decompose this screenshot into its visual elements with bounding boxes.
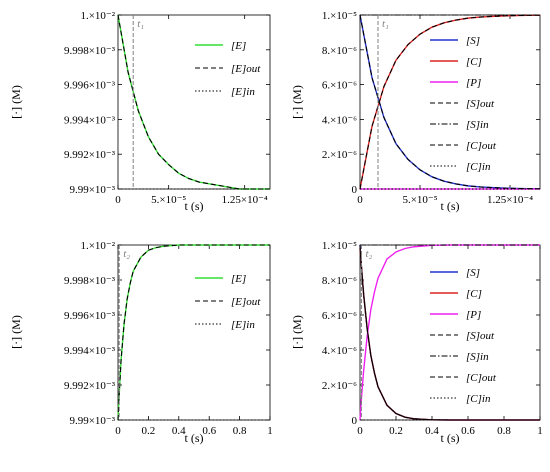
y-tick-label: 2.×10⁻⁶ xyxy=(322,380,357,392)
y-tick-label: 0 xyxy=(352,184,358,196)
x-tick-label: 1 xyxy=(537,425,543,437)
plot-frame xyxy=(117,244,271,421)
legend-entry: [S]in xyxy=(466,351,489,363)
series-line-1 xyxy=(117,244,270,421)
x-tick-label: 0.6 xyxy=(461,425,475,437)
legend-entry: [E]in xyxy=(231,319,255,331)
time-marker-label: t₁ xyxy=(137,18,144,30)
legend-entry: [E]out xyxy=(231,63,261,75)
series-line-4 xyxy=(359,14,541,190)
y-tick-label: 2.×10⁻⁶ xyxy=(322,149,357,161)
series-line-2 xyxy=(117,244,270,421)
y-tick-label: 9.992×10⁻³ xyxy=(64,380,116,392)
series-line-2 xyxy=(359,14,541,190)
chart-panel-3: 0 0.2 0.4 0.6 0.8 1 9.99×10⁻³ 9.992×10⁻³ 9.994×1… xyxy=(9,240,273,445)
series-line-1 xyxy=(359,14,541,190)
x-axis-label: t (s) xyxy=(441,431,460,445)
y-tick-label: 6.×10⁻⁶ xyxy=(322,80,357,92)
x-tick-label: 0.2 xyxy=(142,425,156,437)
x-tick-label: 0 xyxy=(357,194,363,206)
legend-entry: [S] xyxy=(466,35,480,47)
y-axis-label: [·] (M) xyxy=(290,85,304,119)
legend-entry: [P] xyxy=(466,77,481,89)
x-tick-label: 0.8 xyxy=(497,425,511,437)
time-marker-label: t₁ xyxy=(382,18,389,30)
x-axis-label: t (s) xyxy=(185,431,204,445)
time-marker-label: t₂ xyxy=(365,248,372,260)
plot-frame xyxy=(359,244,541,421)
y-tick-label: 1.×10⁻⁵ xyxy=(322,240,357,252)
y-tick-label: 9.996×10⁻³ xyxy=(64,310,116,322)
x-tick-label: 0.2 xyxy=(389,425,403,437)
series-line-6 xyxy=(359,248,540,421)
x-tick-label: 5.×10⁻⁵ xyxy=(402,194,437,206)
series-line-1 xyxy=(359,244,540,421)
y-tick-label: 9.99×10⁻³ xyxy=(69,415,115,427)
chart-panel-4: 0 0.2 0.4 0.6 0.8 1 0 2.×10⁻⁶ 4.×10⁻⁶ 6.×10⁻⁶ 8.×1… xyxy=(290,240,543,445)
legend-entry: [S]in xyxy=(466,119,489,131)
y-tick-label: 9.992×10⁻³ xyxy=(64,149,116,161)
series-line-4 xyxy=(359,244,540,421)
x-tick-label: 0.4 xyxy=(172,425,186,437)
legend-entry: [E]out xyxy=(231,296,261,308)
chart-panel-2: 0 5.×10⁻⁵ 1.25×10⁻⁴ 0 2.×10⁻⁶ 4.×10⁻⁶ 6.×10⁻⁶ 8… xyxy=(290,10,541,213)
legend-entry: [C] xyxy=(466,56,482,68)
series-line-2 xyxy=(117,14,270,190)
legend-entry: [S]out xyxy=(466,330,495,342)
series-line-3 xyxy=(359,244,540,421)
x-tick-label: 0 xyxy=(115,194,121,206)
legend-entry: [C]in xyxy=(466,393,491,405)
x-tick-label: 1 xyxy=(267,425,273,437)
y-tick-label: 9.994×10⁻³ xyxy=(64,345,116,357)
series-line-6 xyxy=(359,14,541,190)
x-tick-label: 1.25×10⁻⁴ xyxy=(487,194,533,206)
x-tick-label: 0 xyxy=(357,425,363,437)
y-tick-label: 1.×10⁻² xyxy=(80,10,115,22)
x-tick-label: 0.4 xyxy=(425,425,439,437)
x-axis-label: t (s) xyxy=(185,199,204,213)
time-marker-label: t₂ xyxy=(123,248,130,260)
x-tick-label: 1.25×10⁻⁴ xyxy=(222,194,268,206)
legend-entry: [E] xyxy=(231,40,246,52)
y-tick-label: 9.996×10⁻³ xyxy=(64,80,116,92)
series-line-2 xyxy=(359,248,540,421)
y-axis-label: [·] (M) xyxy=(9,315,23,349)
y-axis-label: [·] (M) xyxy=(9,85,23,119)
y-tick-label: 8.×10⁻⁶ xyxy=(322,45,357,57)
y-axis-label: [·] (M) xyxy=(290,315,304,349)
y-tick-label: 0 xyxy=(352,415,358,427)
legend-entry: [P] xyxy=(466,309,481,321)
y-tick-label: 8.×10⁻⁶ xyxy=(322,275,357,287)
y-tick-label: 4.×10⁻⁶ xyxy=(322,345,357,357)
chart-panel-1: 0 5.×10⁻⁵ 1.25×10⁻⁴ 9.99×10⁻³ 9.992×10⁻³ 9.99… xyxy=(9,10,271,213)
series-line-1 xyxy=(117,14,270,190)
y-tick-label: 9.998×10⁻³ xyxy=(64,275,116,287)
y-tick-label: 4.×10⁻⁶ xyxy=(322,114,357,126)
x-tick-label: 0.6 xyxy=(202,425,216,437)
x-tick-label: 5.×10⁻⁵ xyxy=(151,194,186,206)
legend-entry: [C]in xyxy=(466,161,491,173)
x-tick-label: 0 xyxy=(115,425,121,437)
y-tick-label: 6.×10⁻⁶ xyxy=(322,310,357,322)
legend-entry: [C]out xyxy=(466,372,497,384)
legend-entry: [S]out xyxy=(466,98,495,110)
plot-frame xyxy=(359,14,541,190)
plot-frame xyxy=(117,14,271,190)
y-tick-label: 9.998×10⁻³ xyxy=(64,45,116,57)
x-tick-label: 0.8 xyxy=(233,425,247,437)
y-tick-label: 1.×10⁻² xyxy=(80,240,115,252)
y-tick-label: 9.994×10⁻³ xyxy=(64,114,116,126)
legend-entry: [S] xyxy=(466,267,480,279)
legend-entry: [C]out xyxy=(466,140,497,152)
y-tick-label: 1.×10⁻⁵ xyxy=(322,10,357,22)
x-axis-label: t (s) xyxy=(441,199,460,213)
legend-entry: [C] xyxy=(466,288,482,300)
legend-entry: [E]in xyxy=(231,86,255,98)
legend-entry: [E] xyxy=(231,273,246,285)
y-tick-label: 9.99×10⁻³ xyxy=(69,184,115,196)
